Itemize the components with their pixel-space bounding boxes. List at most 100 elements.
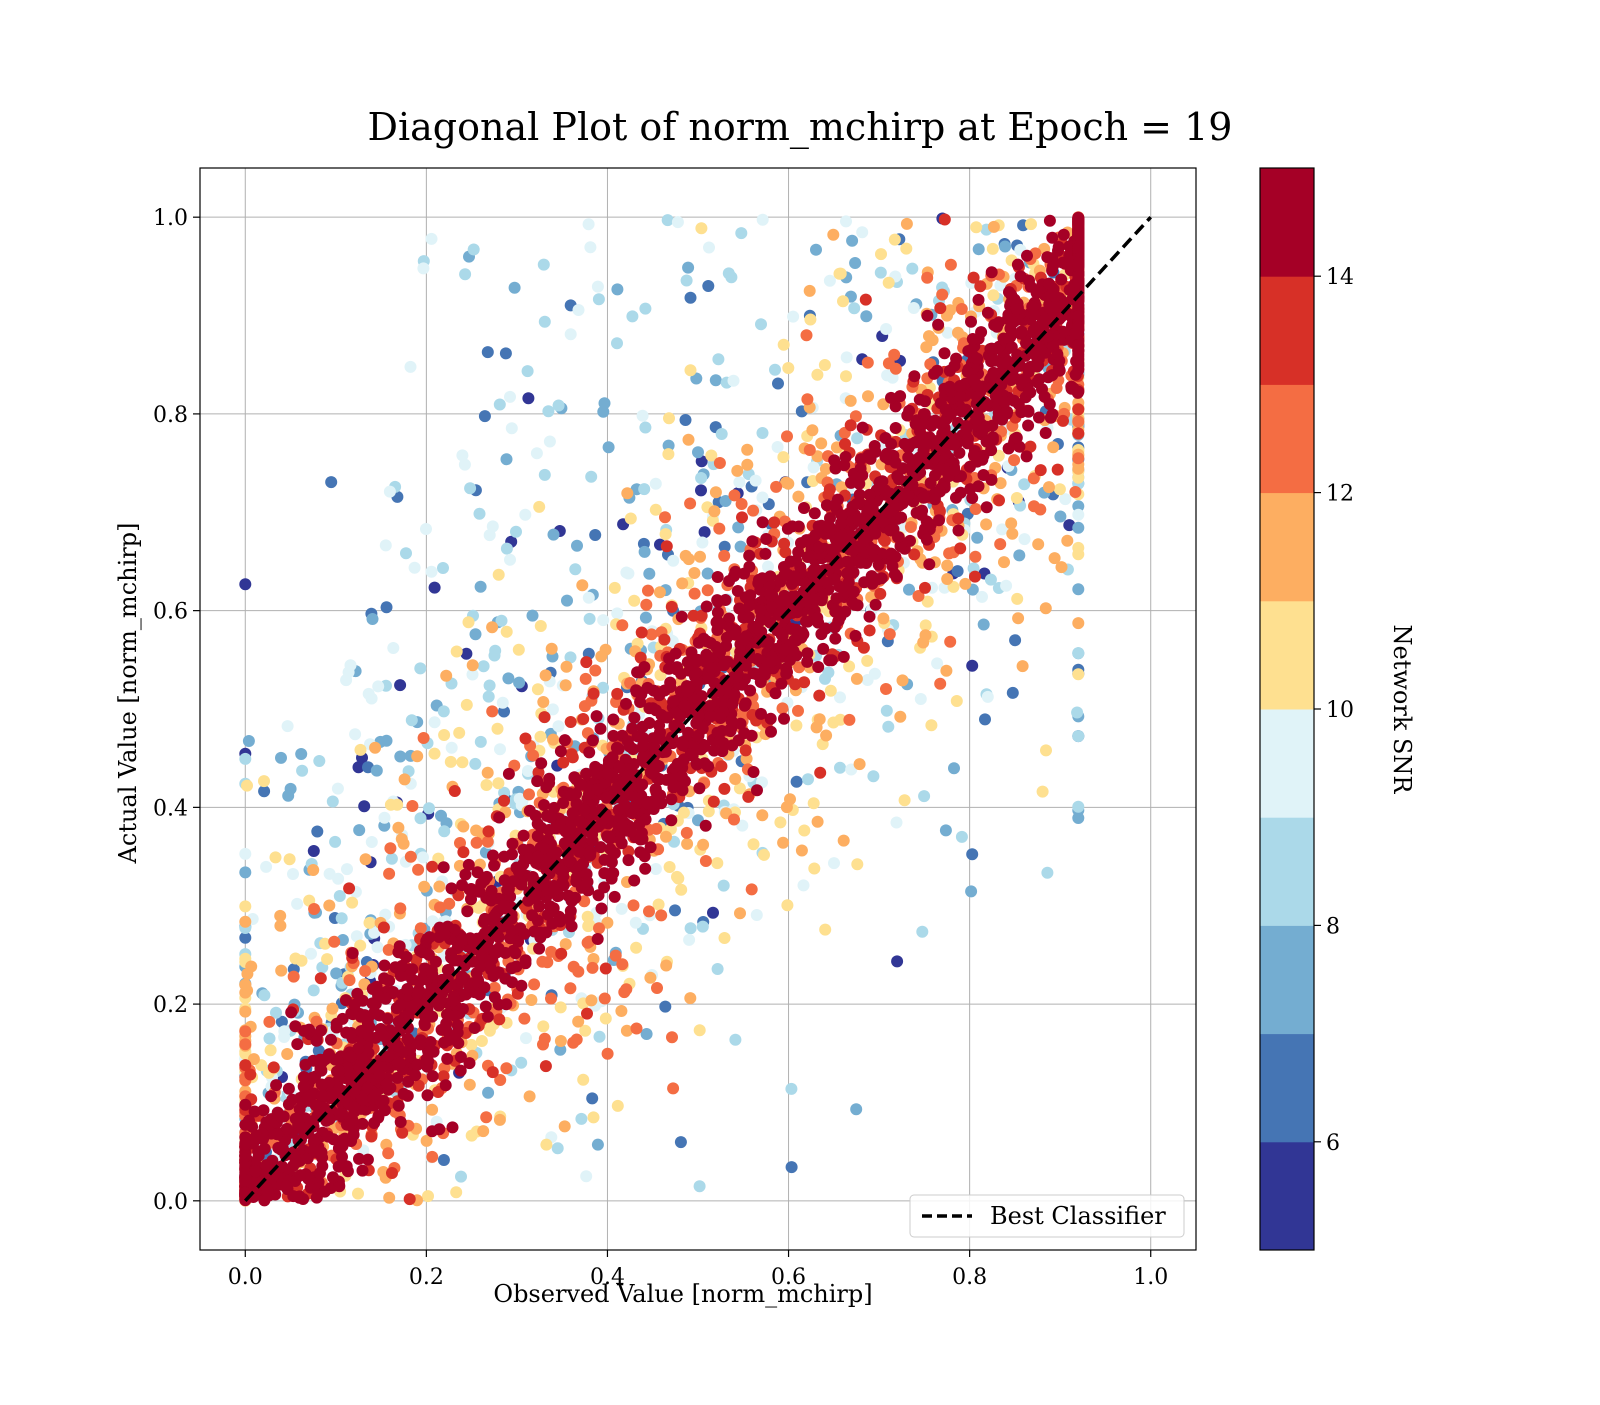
scatter-point	[848, 586, 860, 598]
scatter-point	[894, 711, 906, 723]
scatter-point	[438, 861, 450, 873]
scatter-point	[732, 585, 744, 597]
scatter-point	[429, 716, 441, 728]
scatter-point	[986, 343, 998, 355]
scatter-point	[537, 1020, 549, 1032]
scatter-point	[414, 662, 426, 674]
scatter-point	[1072, 812, 1084, 824]
scatter-point	[494, 1114, 506, 1126]
scatter-point	[949, 360, 961, 372]
scatter-point	[874, 477, 886, 489]
scatter-point	[902, 452, 914, 464]
scatter-point	[712, 963, 724, 975]
scatter-point	[1054, 511, 1066, 523]
scatter-point	[811, 369, 823, 381]
scatter-point	[728, 375, 740, 387]
scatter-point	[623, 854, 635, 866]
scatter-point	[630, 917, 642, 929]
scatter-point	[751, 909, 763, 921]
scatter-point	[819, 924, 831, 936]
scatter-point	[666, 1031, 678, 1043]
scatter-point	[493, 569, 505, 581]
scatter-point	[437, 562, 449, 574]
scatter-point	[413, 1080, 425, 1092]
scatter-point	[363, 688, 375, 700]
scatter-point	[864, 611, 876, 623]
scatter-point	[547, 734, 559, 746]
scatter-point	[555, 1035, 567, 1047]
scatter-point	[748, 838, 760, 850]
scatter-point	[483, 691, 495, 703]
scatter-point	[561, 595, 573, 607]
scatter-point	[814, 713, 826, 725]
scatter-point	[308, 845, 320, 857]
scatter-point	[897, 674, 909, 686]
scatter-point	[245, 961, 257, 973]
scatter-point	[537, 696, 549, 708]
scatter-point	[553, 400, 565, 412]
scatter-point	[639, 546, 651, 558]
scatter-point	[372, 941, 384, 953]
scatter-point	[391, 799, 403, 811]
scatter-point	[931, 657, 943, 669]
scatter-point	[275, 752, 287, 764]
scatter-point	[895, 512, 907, 524]
scatter-point	[838, 835, 850, 847]
scatter-point	[543, 773, 555, 785]
scatter-point	[426, 968, 438, 980]
scatter-point	[239, 1151, 251, 1163]
scatter-point	[662, 214, 674, 226]
scatter-point	[420, 523, 432, 535]
scatter-point	[718, 880, 730, 892]
scatter-point	[1072, 548, 1084, 560]
scatter-point	[714, 646, 726, 658]
scatter-point	[461, 905, 473, 917]
scatter-point	[862, 357, 874, 369]
scatter-point	[862, 674, 874, 686]
scatter-point	[426, 233, 438, 245]
scatter-point	[615, 1005, 627, 1017]
scatter-point	[477, 1125, 489, 1137]
scatter-point	[307, 864, 319, 876]
scatter-point	[840, 370, 852, 382]
scatter-point	[482, 767, 494, 779]
scatter-point	[239, 1059, 251, 1071]
scatter-point	[780, 668, 792, 680]
scatter-point	[396, 833, 408, 845]
scatter-point	[979, 713, 991, 725]
scatter-point	[344, 974, 356, 986]
scatter-point	[588, 688, 600, 700]
scatter-point	[285, 783, 297, 795]
scatter-point	[1035, 464, 1047, 476]
scatter-point	[631, 1023, 643, 1035]
scatter-point	[757, 214, 769, 226]
scatter-point	[278, 1031, 290, 1043]
scatter-point	[701, 601, 713, 613]
scatter-point	[504, 554, 516, 566]
scatter-point	[552, 1142, 564, 1154]
scatter-point	[422, 1190, 434, 1202]
scatter-point	[685, 364, 697, 376]
scatter-point	[976, 591, 988, 603]
scatter-point	[555, 745, 567, 757]
scatter-point	[640, 612, 652, 624]
scatter-point	[811, 612, 823, 624]
scatter-point	[392, 822, 404, 834]
scatter-point	[1008, 454, 1020, 466]
scatter-point	[295, 748, 307, 760]
scatter-point	[447, 1121, 459, 1133]
scatter-point	[526, 909, 538, 921]
scatter-point	[540, 1139, 552, 1151]
scatter-point	[982, 307, 994, 319]
scatter-point	[710, 486, 722, 498]
scatter-point	[1072, 668, 1084, 680]
scatter-point	[672, 216, 684, 228]
scatter-point	[613, 804, 625, 816]
scatter-point	[812, 816, 824, 828]
scatter-point	[800, 616, 812, 628]
scatter-point	[741, 459, 753, 471]
scatter-point	[523, 788, 535, 800]
scatter-point	[622, 568, 634, 580]
scatter-point	[693, 782, 705, 794]
scatter-point	[739, 700, 751, 712]
